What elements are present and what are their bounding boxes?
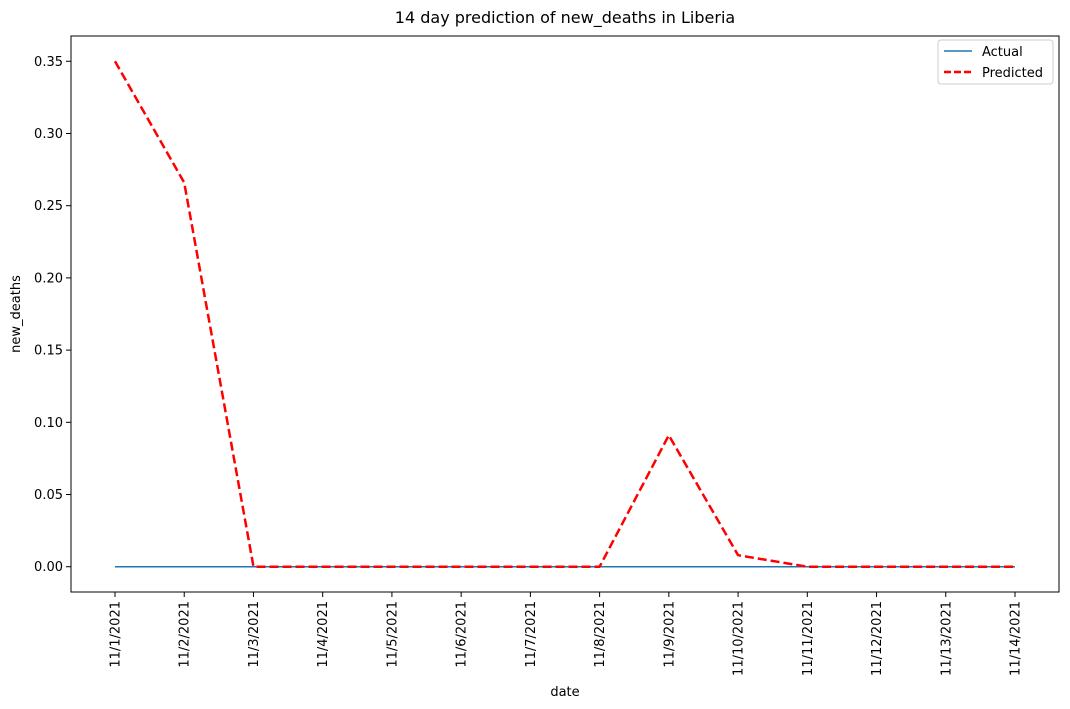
x-tick-label: 11/3/2021 <box>247 601 262 668</box>
x-tick-label: 11/9/2021 <box>662 601 677 668</box>
x-tick-label: 11/12/2021 <box>870 601 885 676</box>
series-layer <box>113 60 1015 568</box>
chart-title: 14 day prediction of new_deaths in Liber… <box>395 8 735 28</box>
y-tick-label: 0.35 <box>34 55 63 70</box>
x-tick-label: 11/2/2021 <box>178 601 193 668</box>
legend-actual-label: Actual <box>982 45 1023 60</box>
y-tick-label: 0.05 <box>34 488 63 503</box>
y-tick-label: 0.30 <box>34 127 63 142</box>
x-tick-label: 11/5/2021 <box>385 601 400 668</box>
x-tick-label: 11/8/2021 <box>593 601 608 668</box>
x-tick-label: 11/6/2021 <box>455 601 470 668</box>
y-tick-label: 0.10 <box>34 416 63 431</box>
x-tick-label: 11/11/2021 <box>801 601 816 676</box>
x-tick-label: 11/1/2021 <box>109 601 124 668</box>
plot-area <box>70 35 1060 593</box>
y-axis-ticks: 0.00 0.05 0.10 0.15 0.20 0.25 0.30 0.35 <box>34 55 71 575</box>
x-axis-label: date <box>550 685 579 700</box>
x-tick-label: 11/4/2021 <box>316 601 331 668</box>
y-tick-label: 0.20 <box>34 271 63 286</box>
x-tick-label: 11/7/2021 <box>524 601 539 668</box>
x-tick-label: 11/14/2021 <box>1009 601 1024 676</box>
legend-predicted-label: Predicted <box>982 66 1043 81</box>
x-axis-ticks: 11/1/2021 11/2/2021 11/3/2021 11/4/2021 11/5… <box>109 592 1024 676</box>
x-tick-label: 11/10/2021 <box>732 601 747 676</box>
y-tick-label: 0.25 <box>34 199 63 214</box>
y-axis-label: new_deaths <box>9 275 24 353</box>
y-tick-label: 0.00 <box>34 560 63 575</box>
legend: Actual Predicted <box>937 39 1054 85</box>
series-line-predicted <box>113 60 1015 568</box>
x-tick-label: 11/13/2021 <box>939 601 954 676</box>
y-tick-label: 0.15 <box>34 344 63 359</box>
